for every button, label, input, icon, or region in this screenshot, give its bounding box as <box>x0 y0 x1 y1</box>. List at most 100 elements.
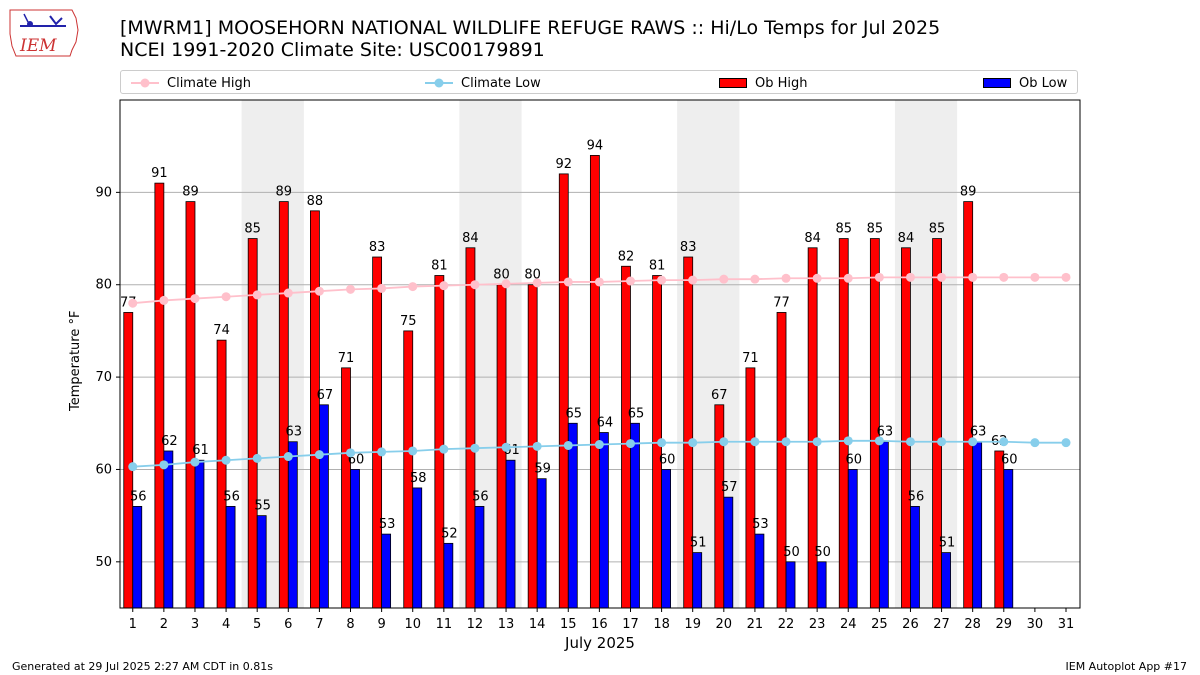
climate-high-point <box>781 273 791 283</box>
x-tick-label: 28 <box>964 617 981 632</box>
ob-low-bar <box>287 441 298 609</box>
climate-high-point <box>625 276 635 286</box>
climate-high-point <box>905 272 915 282</box>
ob-low-label: 56 <box>472 489 489 504</box>
ob-high-label: 82 <box>618 249 635 264</box>
ob-low-label: 53 <box>752 517 769 532</box>
climate-high-point <box>843 273 853 283</box>
app-note: IEM Autoplot App #17 <box>1065 660 1188 673</box>
y-tick-label: 90 <box>95 185 112 200</box>
x-tick-label: 12 <box>467 617 484 632</box>
ob-high-bar <box>310 210 320 609</box>
y-tick-label: 70 <box>95 370 112 385</box>
ob-low-label: 65 <box>628 406 645 421</box>
climate-high-point <box>688 275 698 285</box>
x-tick-label: 10 <box>404 617 421 632</box>
climate-low-point <box>625 439 635 449</box>
ob-high-bar <box>714 404 725 609</box>
climate-low-point <box>999 437 1009 447</box>
ob-high-bar <box>994 450 1005 609</box>
x-tick-label: 17 <box>622 617 639 632</box>
ob-high-bar <box>558 173 569 609</box>
climate-high-point <box>532 278 542 288</box>
ob-low-bar <box>567 422 578 609</box>
x-tick-label: 22 <box>778 617 795 632</box>
y-tick-label: 50 <box>95 555 112 570</box>
ob-low-bar <box>941 552 951 609</box>
ob-low-bar <box>132 505 143 609</box>
x-tick-label: 30 <box>1027 617 1044 632</box>
climate-high-point <box>594 277 604 287</box>
legend-label: Climate Low <box>461 75 541 91</box>
ob-high-bar <box>901 247 911 609</box>
ob-low-label: 56 <box>130 489 147 504</box>
ob-high-bar <box>745 367 756 609</box>
ob-low-label: 61 <box>192 443 209 458</box>
ob-low-bar <box>225 505 236 609</box>
climate-high-point <box>221 292 231 302</box>
legend-ob-high: Ob High <box>719 74 808 92</box>
ob-high-label: 77 <box>773 295 790 310</box>
x-tick-label: 14 <box>529 617 546 632</box>
climate-low-point <box>563 440 573 450</box>
ob-low-bar <box>910 505 920 609</box>
ob-high-bar <box>372 256 383 609</box>
ob-low-bar <box>972 441 983 609</box>
ob-high-bar <box>621 265 631 609</box>
ob-low-bar <box>256 515 267 609</box>
y-tick-label: 80 <box>95 278 112 293</box>
ob-low-label: 57 <box>721 480 738 495</box>
climate-high-point <box>657 275 667 285</box>
climate-high-point <box>812 273 822 283</box>
ob-high-label: 89 <box>182 185 199 200</box>
legend-label: Ob Low <box>1019 75 1068 91</box>
ob-low-bar <box>661 469 671 609</box>
climate-low-point <box>905 437 915 447</box>
climate-low-point <box>594 440 604 450</box>
ob-high-label: 71 <box>338 351 355 366</box>
climate-high-point <box>346 284 356 294</box>
climate-high-point <box>874 272 884 282</box>
ob-high-label: 74 <box>213 323 230 338</box>
x-tick-label: 26 <box>902 617 919 632</box>
ob-high-bar <box>932 238 942 609</box>
ob-low-bar <box>754 533 765 609</box>
ob-high-bar <box>154 182 165 609</box>
ob-high-label: 83 <box>680 240 697 255</box>
ob-low-bar <box>412 487 423 609</box>
climate-high-point <box>159 295 169 305</box>
ob-low-label: 52 <box>441 526 458 541</box>
ob-low-bar <box>194 459 205 609</box>
ob-high-bar <box>963 201 974 609</box>
ob-high-bar <box>434 275 445 609</box>
x-tick-label: 3 <box>191 617 199 632</box>
climate-high-point <box>750 274 760 284</box>
climate-low-point <box>874 436 884 446</box>
ob-low-label: 59 <box>534 462 551 477</box>
climate-high-point <box>252 290 262 300</box>
x-tick-label: 27 <box>933 617 950 632</box>
ob-high-label: 85 <box>867 222 884 237</box>
ob-high-bar <box>589 155 600 609</box>
x-tick-label: 25 <box>871 617 888 632</box>
ob-low-bar <box>319 404 329 609</box>
ob-low-label: 50 <box>783 545 800 560</box>
iem-logo: IEM <box>9 9 79 57</box>
svg-text:IEM: IEM <box>19 36 57 56</box>
ob-high-bar <box>185 201 196 609</box>
climate-low-marker-icon <box>425 78 453 88</box>
x-tick-label: 19 <box>684 617 701 632</box>
ob-high-label: 67 <box>711 388 728 403</box>
ob-high-bar <box>123 312 134 609</box>
ob-high-label: 85 <box>244 222 261 237</box>
climate-low-point <box>283 452 293 462</box>
ob-low-bar <box>163 450 174 609</box>
ob-low-bar <box>1003 469 1014 609</box>
climate-high-point <box>408 282 418 292</box>
climate-high-point <box>377 283 387 293</box>
ob-high-label: 81 <box>431 258 448 273</box>
climate-low-point <box>408 446 418 456</box>
ob-low-bar <box>598 432 609 609</box>
ob-low-label: 51 <box>939 536 956 551</box>
climate-low-point <box>314 450 324 460</box>
